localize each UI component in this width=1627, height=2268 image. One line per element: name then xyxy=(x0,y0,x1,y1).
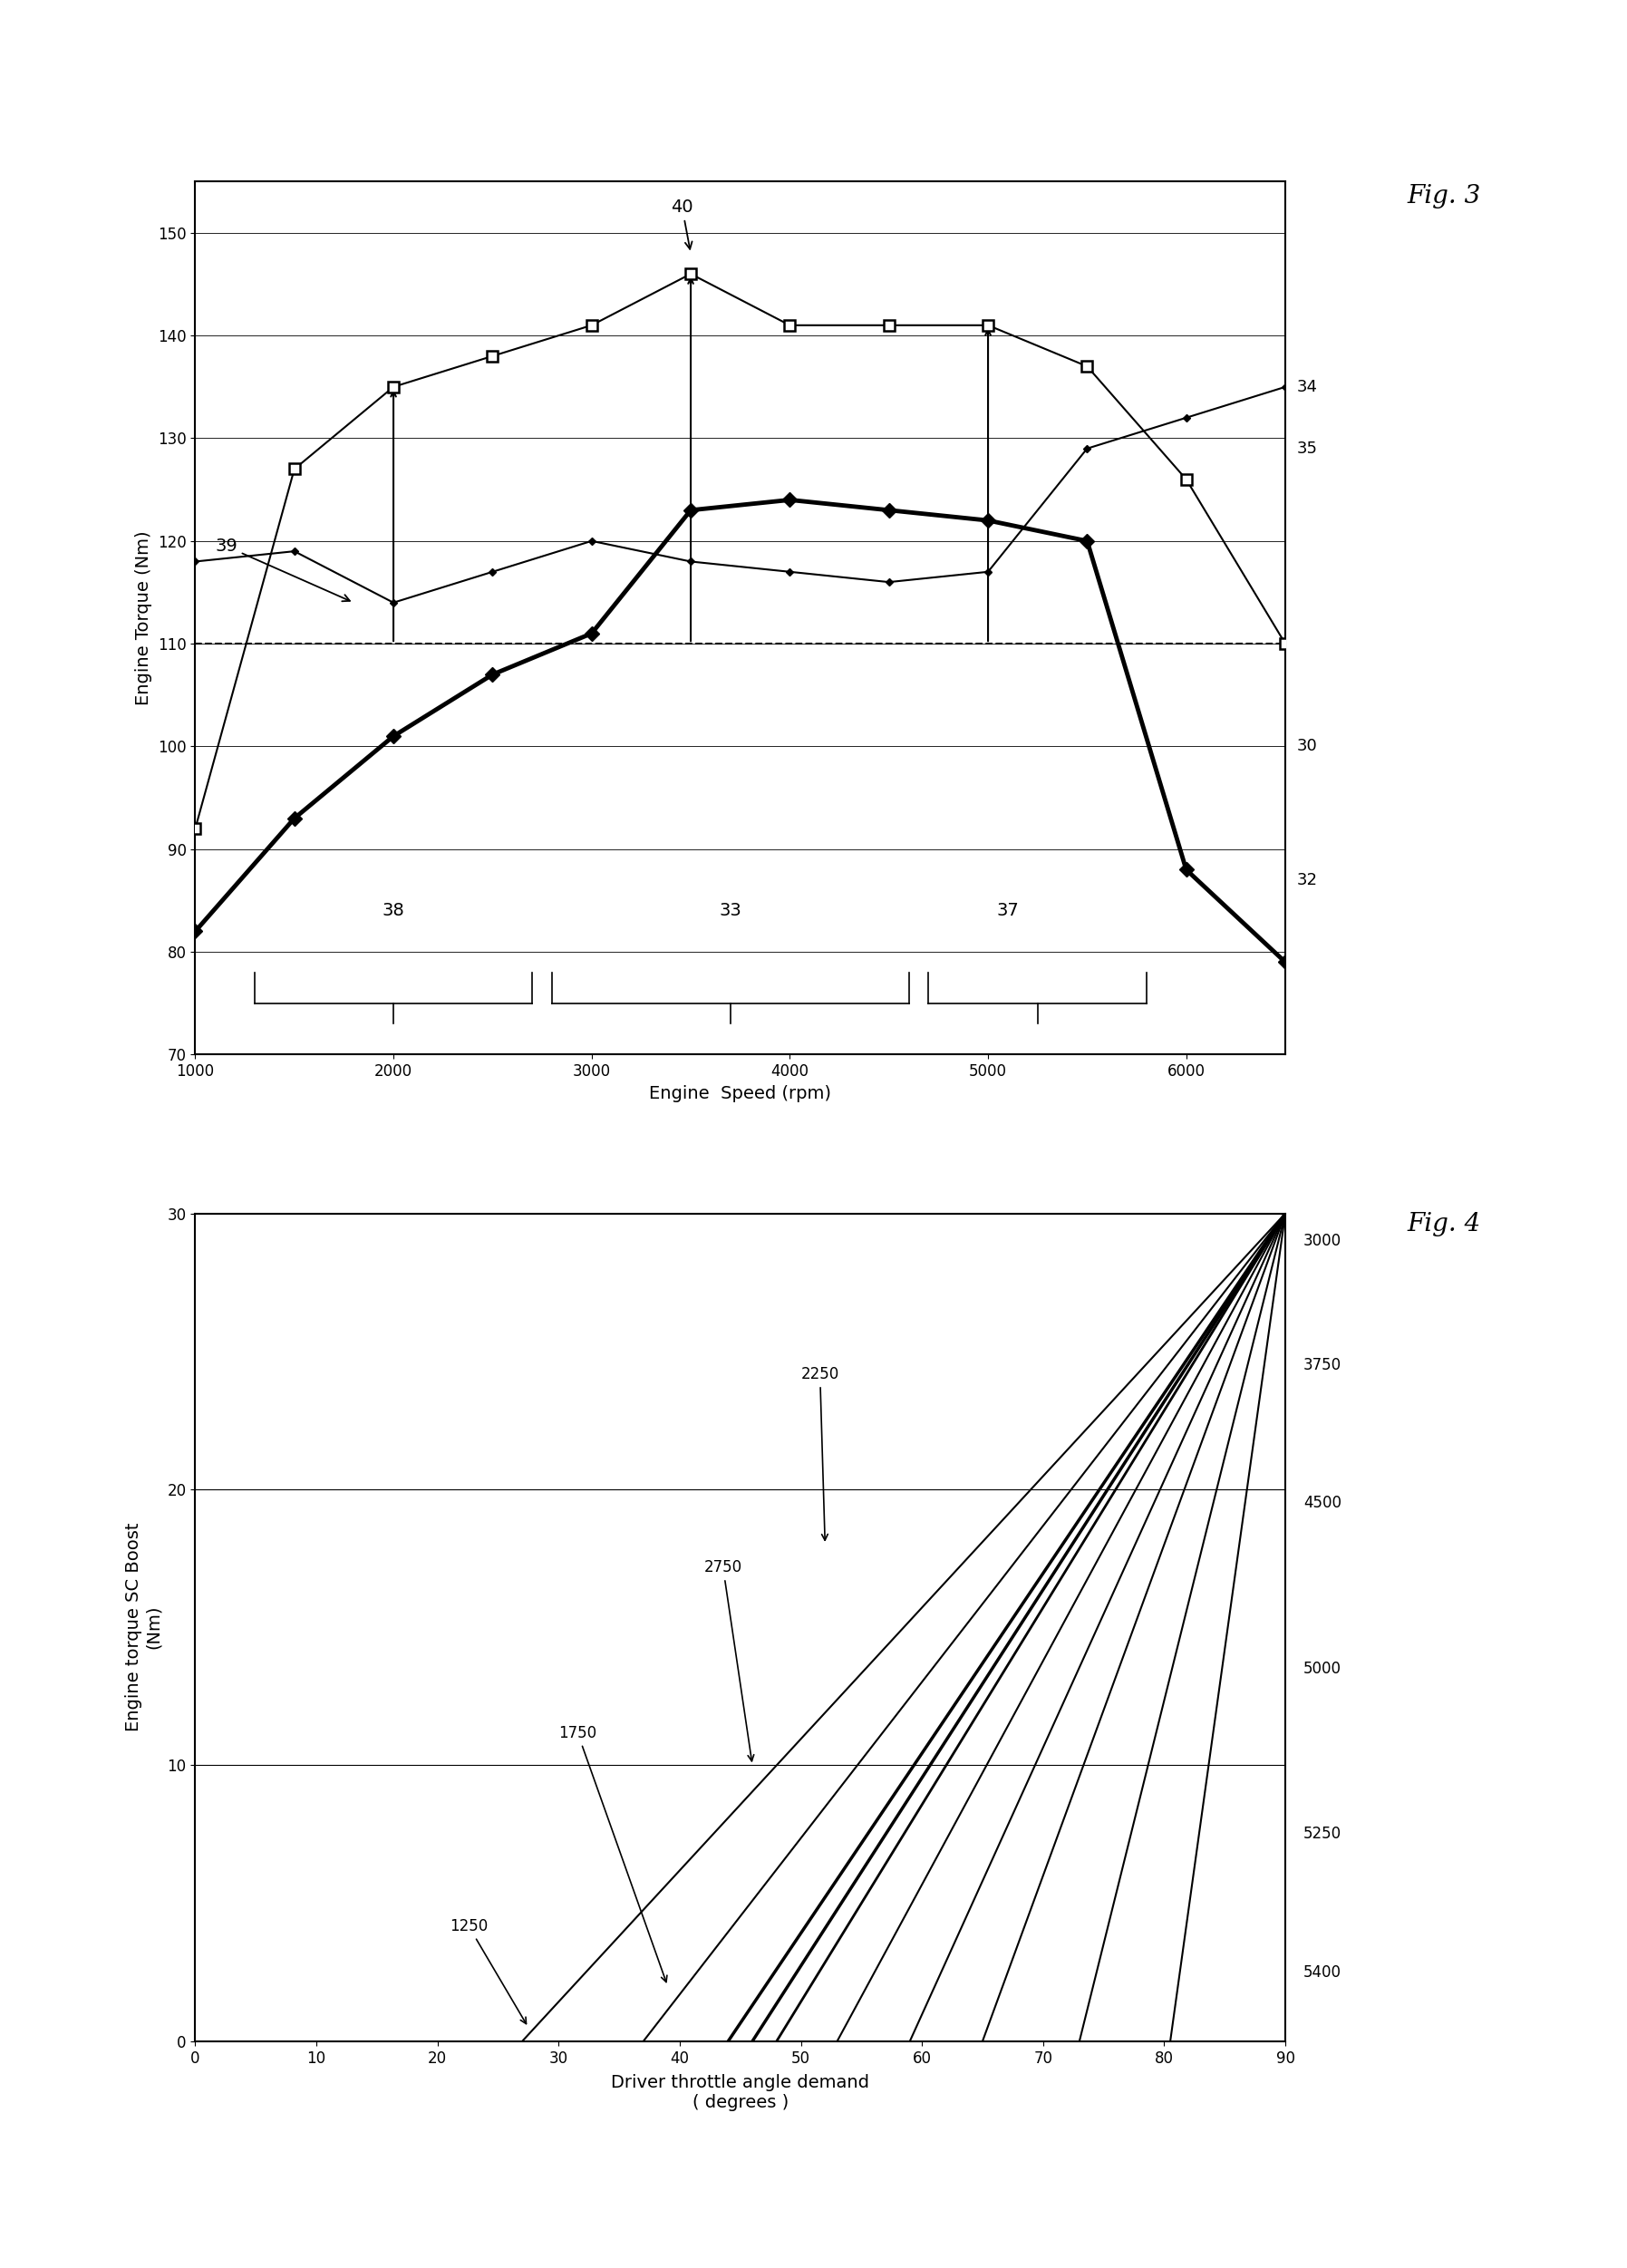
1.4l engine-Torque tune xyxy=(582,528,602,556)
1.4l engine - Power tune xyxy=(185,919,205,946)
1.4l engine-SCB xyxy=(682,261,701,288)
Text: 40: 40 xyxy=(670,200,693,249)
Text: 30: 30 xyxy=(1297,739,1318,755)
1.4l engine-Torque tune xyxy=(483,558,503,585)
1.4l engine-SCB xyxy=(1176,465,1196,492)
Line: 1.4l engine - Power tune: 1.4l engine - Power tune xyxy=(190,494,1290,966)
1.4l engine-SCB xyxy=(978,311,997,338)
Text: 4500: 4500 xyxy=(1303,1495,1342,1510)
Text: 34: 34 xyxy=(1297,379,1318,395)
1.4l engine-Torque tune xyxy=(1276,374,1295,401)
1.4l engine-SCB xyxy=(185,814,205,841)
Text: 2250: 2250 xyxy=(800,1365,840,1540)
Text: 38: 38 xyxy=(382,903,405,919)
Text: 39: 39 xyxy=(215,538,350,601)
Text: 37: 37 xyxy=(997,903,1019,919)
1.4l engine - Power tune xyxy=(384,723,403,751)
Text: 5250: 5250 xyxy=(1303,1826,1342,1842)
X-axis label: Driver throttle angle demand
( degrees ): Driver throttle angle demand ( degrees ) xyxy=(612,2073,869,2112)
1.4l engine-Torque tune xyxy=(682,549,701,576)
1.4l engine - Power tune xyxy=(483,660,503,687)
Text: 2750: 2750 xyxy=(704,1560,753,1760)
1.4l engine - Power tune xyxy=(682,497,701,524)
Text: 5400: 5400 xyxy=(1303,1964,1342,1980)
1.4l engine-SCB xyxy=(483,342,503,370)
1.4l engine-Torque tune xyxy=(779,558,799,585)
Line: 1.4l engine-Torque tune: 1.4l engine-Torque tune xyxy=(192,383,1289,606)
Text: 35: 35 xyxy=(1297,440,1318,456)
Text: 33: 33 xyxy=(719,903,742,919)
Y-axis label: Engine Torque (Nm): Engine Torque (Nm) xyxy=(135,531,153,705)
1.4l engine - Power tune xyxy=(978,506,997,533)
Text: 32: 32 xyxy=(1297,871,1318,889)
1.4l engine - Power tune xyxy=(1176,855,1196,882)
1.4l engine-Torque tune xyxy=(185,549,205,576)
1.4l engine-SCB xyxy=(779,311,799,338)
Line: 1.4l engine-SCB: 1.4l engine-SCB xyxy=(190,270,1290,835)
1.4l engine - Power tune xyxy=(285,805,304,832)
Y-axis label: Engine torque SC Boost
(Nm): Engine torque SC Boost (Nm) xyxy=(125,1522,163,1733)
1.4l engine-SCB xyxy=(879,311,898,338)
1.4l engine-Torque tune xyxy=(1176,404,1196,431)
1.4l engine-SCB xyxy=(1077,354,1097,381)
1.4l engine - Power tune xyxy=(879,497,898,524)
Text: Fig. 3: Fig. 3 xyxy=(1407,184,1481,209)
1.4l engine-Torque tune xyxy=(978,558,997,585)
1.4l engine-SCB xyxy=(384,374,403,401)
1.4l engine-SCB xyxy=(1276,631,1295,658)
Text: Fig. 4: Fig. 4 xyxy=(1407,1211,1481,1236)
Text: 5000: 5000 xyxy=(1303,1660,1342,1676)
1.4l engine-Torque tune xyxy=(285,538,304,565)
1.4l engine-SCB xyxy=(582,311,602,338)
1.4l engine-Torque tune xyxy=(1077,435,1097,463)
Text: 3000: 3000 xyxy=(1303,1234,1342,1250)
1.4l engine - Power tune xyxy=(1276,948,1295,975)
1.4l engine - Power tune xyxy=(1077,528,1097,556)
1.4l engine-Torque tune xyxy=(879,569,898,596)
Text: 3750: 3750 xyxy=(1303,1356,1342,1374)
1.4l engine-SCB xyxy=(285,456,304,483)
1.4l engine-Torque tune xyxy=(384,590,403,617)
1.4l engine - Power tune xyxy=(779,485,799,513)
1.4l engine - Power tune xyxy=(582,619,602,646)
Text: 1750: 1750 xyxy=(558,1726,667,1982)
Text: 1250: 1250 xyxy=(449,1919,526,2023)
X-axis label: Engine  Speed (rpm): Engine Speed (rpm) xyxy=(649,1084,831,1102)
